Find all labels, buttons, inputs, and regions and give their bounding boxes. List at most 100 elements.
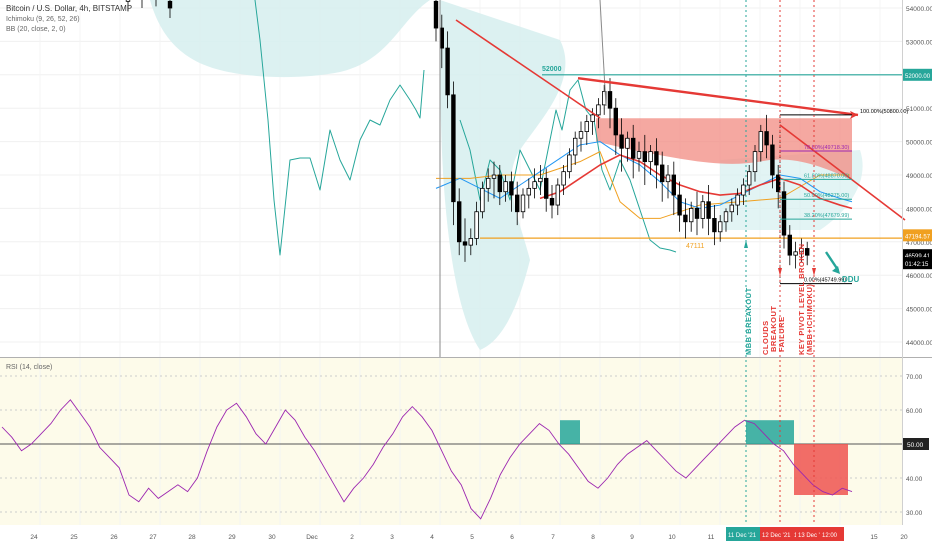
time-tick-label: 5 <box>470 534 474 541</box>
candle <box>706 185 711 236</box>
price-tick-label: 54000.00 <box>906 6 932 13</box>
candle <box>549 185 555 219</box>
candle-body <box>561 171 566 186</box>
rsi-tick-label: 60.00 <box>906 408 923 415</box>
candle-body <box>781 191 787 236</box>
candle <box>683 198 688 239</box>
candle <box>613 98 618 155</box>
bb-legend[interactable]: BB (20, close, 2, 0) <box>6 26 66 33</box>
candle <box>584 114 589 145</box>
time-highlight: 11 Dec '21 <box>726 527 758 541</box>
level-52000-label: 52000 <box>542 66 562 73</box>
level-47111-label: 47111 <box>686 243 705 250</box>
vertical-annotation: FAILURE <box>777 316 786 352</box>
candle-body <box>474 211 479 239</box>
candle-body <box>735 194 740 206</box>
candles <box>125 0 810 269</box>
candle-body <box>520 194 526 213</box>
candle <box>625 131 630 162</box>
symbol-title: Bitcoin / U.S. Dollar, 4h, BITSTAMP <box>6 4 132 13</box>
time-tick-label: 6 <box>510 534 514 541</box>
event-arrow <box>812 268 816 276</box>
time-tick-label: 15 <box>870 534 878 541</box>
candle <box>141 0 143 8</box>
candle-body <box>625 137 630 149</box>
time-highlight-bg <box>726 527 758 541</box>
resistance-zone-fill <box>596 118 852 181</box>
candle <box>654 138 659 189</box>
time-tick-label: 27 <box>149 534 157 541</box>
time-highlight: 13 Dec '21 <box>796 527 827 541</box>
rsi-legend[interactable]: RSI (14, close) <box>6 364 52 371</box>
candle <box>648 144 653 175</box>
rsi-current-label: 50.00 <box>907 442 924 449</box>
candle <box>607 78 613 129</box>
time-tick-label: 3 <box>390 534 394 541</box>
candle <box>125 0 131 12</box>
time-tick-label: 9 <box>630 534 634 541</box>
price-axis[interactable]: 54000.00 53000.00 52000.00 51000.00 50000.00… <box>903 6 932 347</box>
candle <box>433 0 439 42</box>
price-badge-label: 52000.00 <box>905 74 931 80</box>
event-arrow <box>778 268 782 276</box>
candle-body <box>648 151 653 163</box>
candle-body <box>596 104 601 116</box>
time-tick-label: 28 <box>188 534 196 541</box>
rsi-axis[interactable]: 70.00 60.00 40.00 30.00 50.00 <box>903 374 929 517</box>
price-tick-label: 46000.00 <box>906 273 932 280</box>
candle <box>485 168 491 202</box>
time-tick-label: 25 <box>70 534 78 541</box>
fib-level-label: 78.60%(49718.30) <box>804 145 849 151</box>
vertical-annotation: BREAKOUT <box>769 306 778 353</box>
candle-body <box>567 154 572 173</box>
vertical-annotation: KEY PIVOT LEVEL BROKEN <box>797 243 806 355</box>
time-tick-label: 29 <box>228 534 236 541</box>
candle <box>497 164 502 206</box>
candle <box>578 121 584 152</box>
rsi-breakdown-box <box>794 444 848 495</box>
candle <box>596 98 601 129</box>
price-badge-bg <box>903 68 932 81</box>
candle <box>764 114 769 159</box>
fib-level-label: 0.00%(45749.99) <box>804 278 846 284</box>
ddu-arrow-head <box>832 266 840 274</box>
resistance-zone <box>596 118 852 181</box>
time-axis[interactable]: 24252627282930Dec2345678910111314152011 … <box>0 525 932 550</box>
candle <box>741 178 746 206</box>
drawings: 52000 47111 100.00%(50800.00) 78.60%(49718.… <box>439 0 908 530</box>
trend-line <box>779 124 906 221</box>
senkou-line <box>436 151 850 219</box>
candle-body <box>468 238 473 246</box>
fib-level-label: 100.00%(50800.00) <box>860 109 908 115</box>
arrow-head <box>850 110 858 119</box>
time-tick-label: 30 <box>268 534 276 541</box>
candle <box>544 168 549 212</box>
price-badge-bg <box>903 257 932 270</box>
fib-level-label: 50.00%(48275.00) <box>804 193 849 199</box>
ichimoku-legend[interactable]: Ichimoku (9, 26, 52, 26) <box>6 16 80 23</box>
candle <box>503 175 508 202</box>
price-badge-label: 47194.57 <box>905 234 931 240</box>
candle-body <box>590 114 595 122</box>
candle-body <box>654 151 659 166</box>
candle <box>509 171 514 212</box>
candle-body <box>689 207 694 223</box>
time-tick-label: 8 <box>591 534 595 541</box>
time-highlight-bg <box>760 527 792 541</box>
candle-body <box>723 211 729 223</box>
candle <box>573 131 578 165</box>
candle-body <box>573 137 578 156</box>
candle-body <box>515 194 520 213</box>
candle-body <box>619 134 624 149</box>
candle <box>167 0 173 19</box>
candle-body <box>584 121 589 132</box>
candle <box>752 144 758 182</box>
candle <box>689 201 694 232</box>
price-tick-label: 50000.00 <box>906 140 932 147</box>
price-tick-label: 44000.00 <box>906 340 932 347</box>
candle <box>480 181 485 219</box>
price-badge-bg <box>903 229 932 242</box>
time-highlight-bg <box>796 527 824 541</box>
candle-body <box>607 91 613 109</box>
